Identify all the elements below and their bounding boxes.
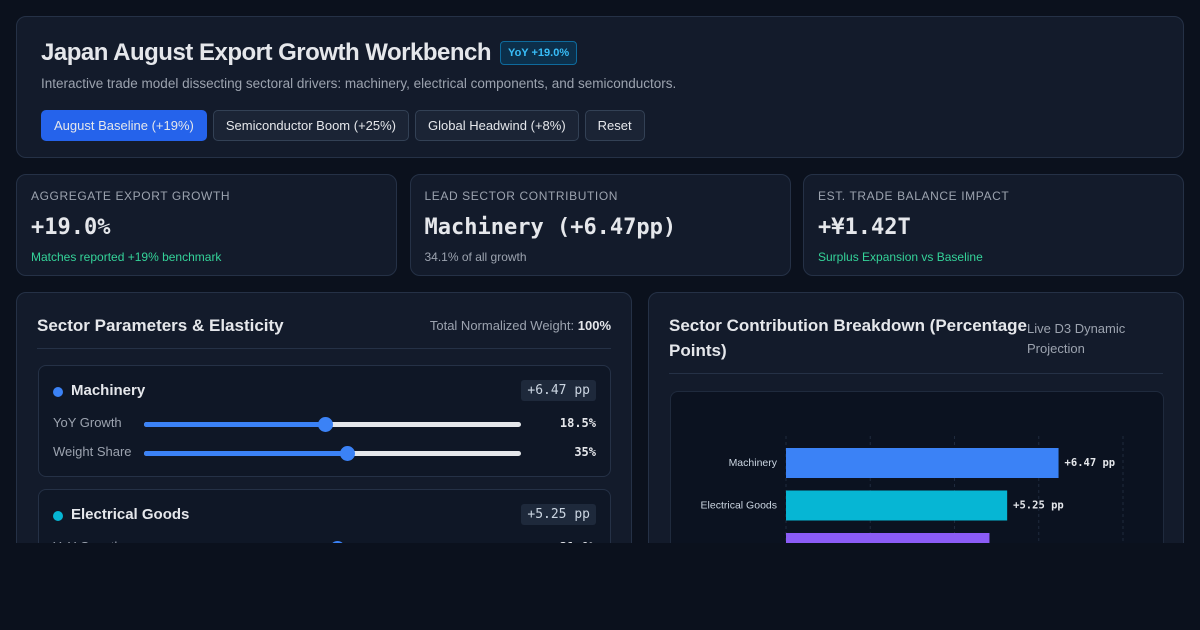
weight-value: 100% xyxy=(577,318,611,333)
kpi-label: EST. TRADE BALANCE IMPACT xyxy=(818,189,1010,203)
kpi-label: LEAD SECTOR CONTRIBUTION xyxy=(424,189,619,203)
slider-track[interactable] xyxy=(144,446,521,461)
kpi-note: Surplus Expansion vs Baseline xyxy=(818,250,983,264)
slider-value: 18.5% xyxy=(559,416,596,430)
kpi-value: +19.0% xyxy=(31,215,111,240)
slider-thumb[interactable] xyxy=(330,541,346,543)
slider-value: 35% xyxy=(574,445,596,459)
chart-box: Machinery +6.47 pp Electrical Goods +5.25 p… xyxy=(670,391,1164,543)
scenario-buttons: August Baseline (+19%) Semiconductor Boom… xyxy=(41,110,651,141)
chart-title: Sector Contribution Breakdown (Percentag… xyxy=(669,316,1027,360)
params-panel: Sector Parameters & Elasticity Total Nor… xyxy=(16,292,632,543)
kpi-card: EST. TRADE BALANCE IMPACT +¥1.42T Surplus … xyxy=(803,174,1184,276)
kpi-card: LEAD SECTOR CONTRIBUTION Machinery (+6.47… xyxy=(409,174,791,276)
kpi-note: Matches reported +19% benchmark xyxy=(31,250,222,264)
weight-label: Total Normalized Weight: xyxy=(429,318,575,333)
kpi-value: Machinery (+6.47pp) xyxy=(424,215,677,240)
slider-label: YoY Growth xyxy=(53,539,122,543)
sector-contribution: +5.25 pp xyxy=(521,504,596,525)
slider-fill xyxy=(144,451,347,456)
sector-card: Machinery +6.47 pp YoY Growth 18.5% Weight S… xyxy=(38,365,611,477)
sector-dot xyxy=(53,511,63,521)
value-label: +6.47 pp xyxy=(1065,457,1116,469)
y-tick-label: Electrical Goods xyxy=(701,499,777,511)
kpi-label: AGGREGATE EXPORT GROWTH xyxy=(31,189,231,203)
sector-card: Electrical Goods +5.25 pp YoY Growth 21.0% xyxy=(38,489,611,543)
scenario-button[interactable]: Reset xyxy=(584,110,645,141)
kpi-value: +¥1.42T xyxy=(818,215,911,240)
scenario-button[interactable]: Global Headwind (+8%) xyxy=(415,110,579,141)
badge: YoY +19.0% xyxy=(500,41,578,65)
divider xyxy=(669,373,1163,374)
page-title: Japan August Export Growth Workbench xyxy=(41,39,492,66)
chart: Machinery +6.47 pp Electrical Goods +5.25 p… xyxy=(701,436,1124,543)
weight-total: Total Normalized Weight: 100% xyxy=(430,318,611,333)
slider-fill xyxy=(144,422,326,427)
sector-name: Machinery xyxy=(71,382,146,399)
chart-panel: Sector Contribution Breakdown (Percentag… xyxy=(648,292,1184,543)
scenario-button[interactable]: Semiconductor Boom (+25%) xyxy=(212,110,410,141)
sector-contribution: +6.47 pp xyxy=(521,380,596,401)
bar xyxy=(786,448,1059,478)
value-label: +5.25 pp xyxy=(1013,500,1064,512)
sector-dot xyxy=(53,387,63,397)
slider-label: YoY Growth xyxy=(53,415,122,430)
slider-value: 21.0% xyxy=(560,540,596,543)
title-row: Japan August Export Growth Workbench YoY… xyxy=(41,39,578,67)
header-card: Japan August Export Growth Workbench YoY… xyxy=(16,16,1184,158)
y-tick-label: Machinery xyxy=(729,457,778,469)
sector-name: Electrical Goods xyxy=(71,506,190,523)
slider-label: Weight Share xyxy=(53,444,132,459)
bar xyxy=(786,533,990,543)
slider-thumb[interactable] xyxy=(318,417,334,432)
bar xyxy=(786,490,1008,521)
chart-tag: Live D3 Dynamic Projection xyxy=(1027,321,1126,356)
app: Japan August Export Growth Workbench YoY… xyxy=(16,16,1184,543)
kpi-card: AGGREGATE EXPORT GROWTH +19.0% Matches rep… xyxy=(16,174,397,276)
subtitle: Interactive trade model dissecting secto… xyxy=(41,76,677,91)
slider-thumb[interactable] xyxy=(340,446,355,461)
slider-track[interactable] xyxy=(144,417,521,432)
divider xyxy=(37,348,611,349)
scenario-button[interactable]: August Baseline (+19%) xyxy=(41,110,207,141)
panel-title: Sector Parameters & Elasticity xyxy=(37,316,284,335)
kpi-note: 34.1% of all growth xyxy=(424,250,527,264)
